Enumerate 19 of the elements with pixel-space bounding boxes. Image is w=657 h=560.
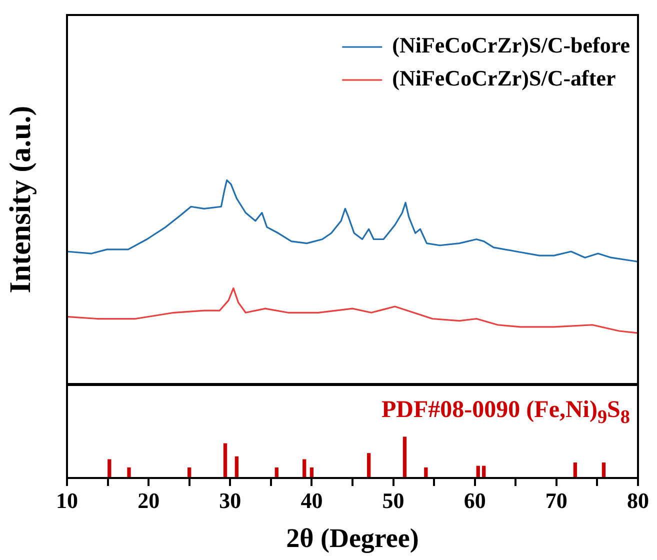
bar	[366, 453, 371, 478]
bar	[302, 459, 306, 478]
x-tick-label: 70	[545, 488, 568, 513]
x-tick-label: 60	[464, 488, 486, 513]
bar	[108, 459, 112, 478]
bar	[402, 436, 407, 478]
bar	[127, 467, 131, 478]
legend-label: (NiFeCoCrZr)S/C-before	[392, 32, 630, 58]
bar	[234, 456, 238, 478]
x-tick-label: 30	[219, 488, 242, 513]
x-axis-title: 2θ (Degree)	[286, 522, 419, 553]
x-tick-label: 40	[300, 488, 323, 513]
y-axis-title: Intensity (a.u.)	[4, 106, 37, 294]
x-tick-label: 80	[627, 488, 649, 513]
x-tick-label: 10	[56, 488, 78, 513]
bar	[223, 443, 228, 478]
x-tick-label: 50	[382, 488, 404, 513]
x-tick-label: 20	[138, 488, 160, 513]
legend-label: (NiFeCoCrZr)S/C-after	[392, 66, 616, 91]
